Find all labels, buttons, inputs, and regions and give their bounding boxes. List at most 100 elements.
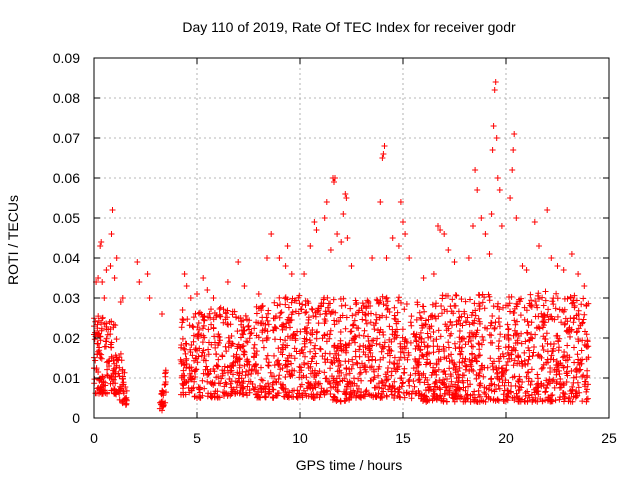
- data-point: [344, 235, 351, 241]
- band-point: [244, 392, 250, 399]
- band-point: [580, 295, 587, 302]
- data-point: [486, 251, 493, 257]
- band-point: [515, 353, 522, 360]
- band-point: [116, 390, 123, 397]
- band-point: [458, 313, 465, 320]
- data-point: [111, 275, 118, 281]
- band-point: [342, 358, 349, 365]
- band-point: [567, 398, 574, 405]
- band-point: [291, 345, 298, 352]
- band-point: [472, 354, 479, 361]
- band-point: [391, 304, 398, 311]
- band-point: [352, 311, 359, 318]
- data-point: [548, 255, 555, 261]
- data-point: [465, 255, 472, 261]
- band-point: [250, 353, 257, 360]
- band-point: [334, 397, 341, 403]
- band-point: [531, 386, 538, 393]
- band-point: [237, 382, 244, 389]
- band-point: [465, 338, 472, 345]
- band-point: [94, 385, 101, 392]
- band-point: [112, 373, 119, 380]
- band-point: [295, 294, 302, 301]
- band-point: [348, 393, 355, 400]
- data-point: [288, 271, 295, 277]
- band-point: [200, 332, 207, 339]
- band-point: [201, 317, 208, 324]
- band-point: [362, 344, 369, 351]
- band-point: [392, 316, 399, 323]
- band-point: [330, 296, 337, 303]
- band-point: [366, 391, 373, 398]
- band-point: [441, 390, 448, 397]
- band-point: [429, 301, 436, 308]
- band-point: [440, 343, 447, 350]
- band-point: [288, 360, 295, 367]
- band-point: [468, 358, 475, 365]
- band-point: [362, 317, 369, 324]
- band-point: [475, 372, 482, 379]
- band-point: [200, 347, 207, 354]
- band-point: [234, 379, 241, 386]
- band-point: [453, 292, 460, 299]
- data-point: [107, 263, 114, 269]
- data-point: [513, 215, 520, 221]
- band-point: [230, 371, 236, 378]
- band-point: [194, 324, 201, 330]
- band-point: [564, 356, 571, 363]
- band-point: [561, 306, 568, 313]
- band-point: [91, 336, 98, 343]
- band-point: [219, 372, 226, 379]
- band-point: [537, 380, 544, 387]
- band-point: [246, 326, 253, 333]
- band-point: [191, 368, 198, 375]
- band-point: [430, 388, 437, 395]
- band-point: [159, 388, 166, 395]
- band-point: [536, 296, 542, 302]
- band-point: [581, 341, 588, 348]
- band-point: [326, 379, 333, 385]
- band-point: [447, 318, 454, 325]
- band-point: [119, 400, 126, 407]
- band-point: [120, 388, 127, 395]
- band-point: [475, 387, 482, 394]
- band-point: [547, 369, 554, 375]
- band-point: [284, 363, 290, 370]
- x-tick-label: 5: [193, 430, 201, 446]
- band-point: [234, 369, 241, 376]
- band-point: [504, 321, 511, 328]
- band-point: [260, 344, 267, 351]
- band-point: [505, 336, 512, 343]
- band-point: [234, 357, 241, 364]
- band-point: [309, 306, 316, 313]
- band-point: [421, 308, 428, 315]
- band-point: [523, 329, 530, 336]
- band-point: [247, 330, 254, 337]
- y-tick-label: 0: [72, 410, 80, 426]
- band-point: [359, 360, 365, 367]
- band-point: [371, 368, 378, 375]
- band-point: [426, 350, 433, 357]
- band-point: [450, 359, 456, 366]
- band-point: [441, 368, 448, 374]
- data-point: [575, 271, 582, 277]
- band-point: [538, 354, 545, 361]
- band-point: [486, 297, 493, 304]
- band-point: [378, 385, 385, 392]
- band-point: [443, 323, 450, 330]
- band-point: [539, 313, 546, 320]
- band-point: [111, 360, 118, 367]
- band-point: [405, 352, 412, 359]
- band-point: [359, 300, 366, 307]
- data-point: [406, 255, 413, 261]
- band-point: [203, 363, 210, 370]
- band-point: [517, 312, 524, 319]
- band-point: [321, 356, 328, 362]
- band-point: [208, 321, 215, 328]
- band-point: [327, 327, 334, 334]
- data-point: [379, 155, 386, 161]
- band-point: [397, 354, 404, 361]
- band-point: [534, 384, 541, 391]
- band-point: [459, 372, 466, 379]
- band-point: [188, 387, 195, 394]
